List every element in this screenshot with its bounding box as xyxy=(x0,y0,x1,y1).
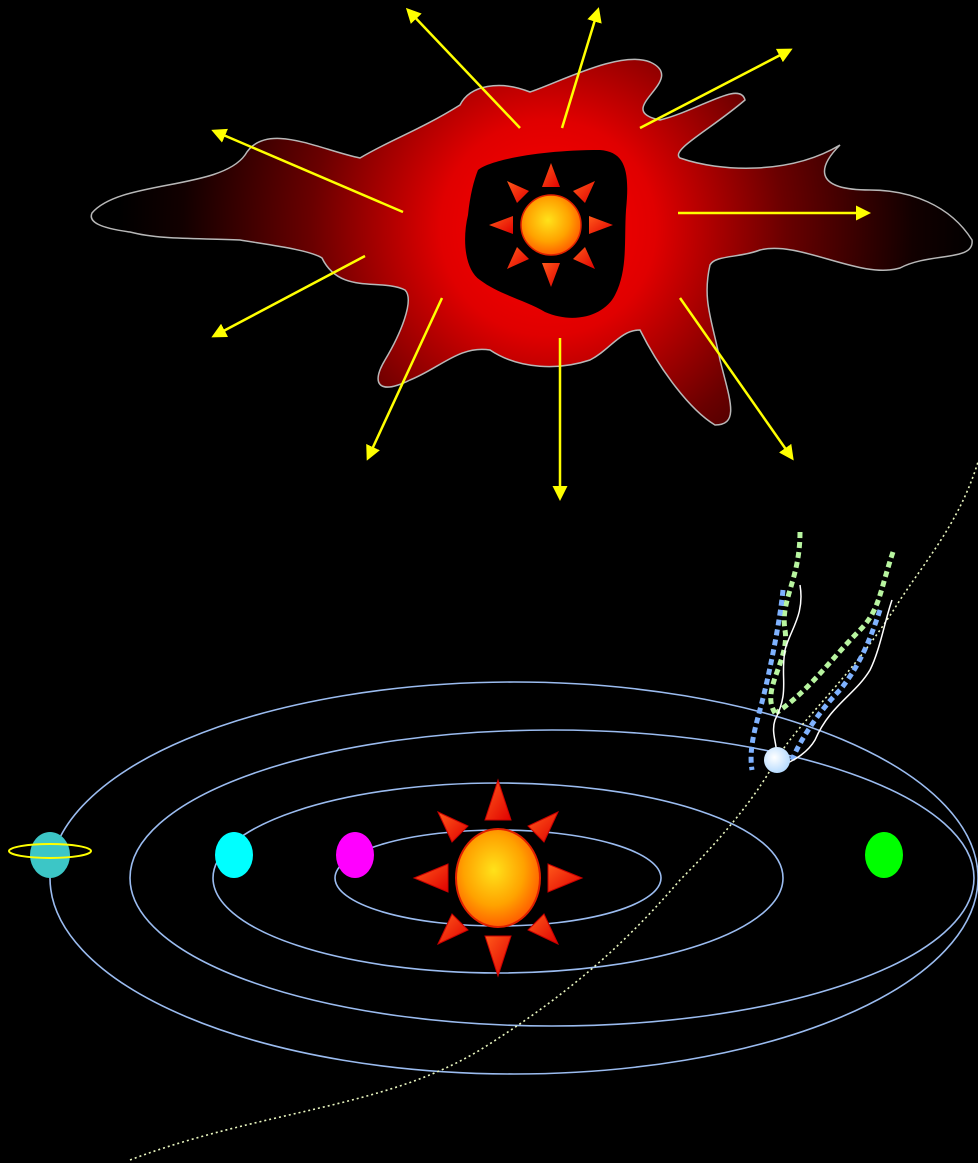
ray-4 xyxy=(211,128,404,214)
comet-tail-green-2 xyxy=(774,551,896,716)
comet-trajectory xyxy=(129,461,978,1161)
nebula xyxy=(90,7,973,501)
orbit-3 xyxy=(129,729,975,1027)
sun-icon xyxy=(489,163,613,287)
green-planet-icon xyxy=(865,832,903,878)
ringed-planet-icon xyxy=(8,832,92,878)
magenta-planet-icon xyxy=(336,832,374,878)
comet-head-icon xyxy=(764,747,790,773)
nebula-rays xyxy=(211,7,871,501)
ray-3 xyxy=(639,48,793,130)
comet-tail-blue-2 xyxy=(789,609,883,761)
ray-6 xyxy=(211,254,366,338)
ray-7 xyxy=(366,297,444,461)
ray-9 xyxy=(678,297,794,461)
comet-tail-green-1 xyxy=(768,531,803,715)
ray-2 xyxy=(560,7,602,129)
cyan-planet-icon xyxy=(215,832,253,878)
ray-1 xyxy=(405,7,521,129)
comet-tail-blue-1 xyxy=(748,589,786,771)
solar-system xyxy=(8,461,978,1161)
sun-icon xyxy=(412,778,584,978)
comet-tail-white-1 xyxy=(772,584,802,761)
comet-tail-white-2 xyxy=(784,599,893,765)
comet-tails xyxy=(748,531,896,771)
